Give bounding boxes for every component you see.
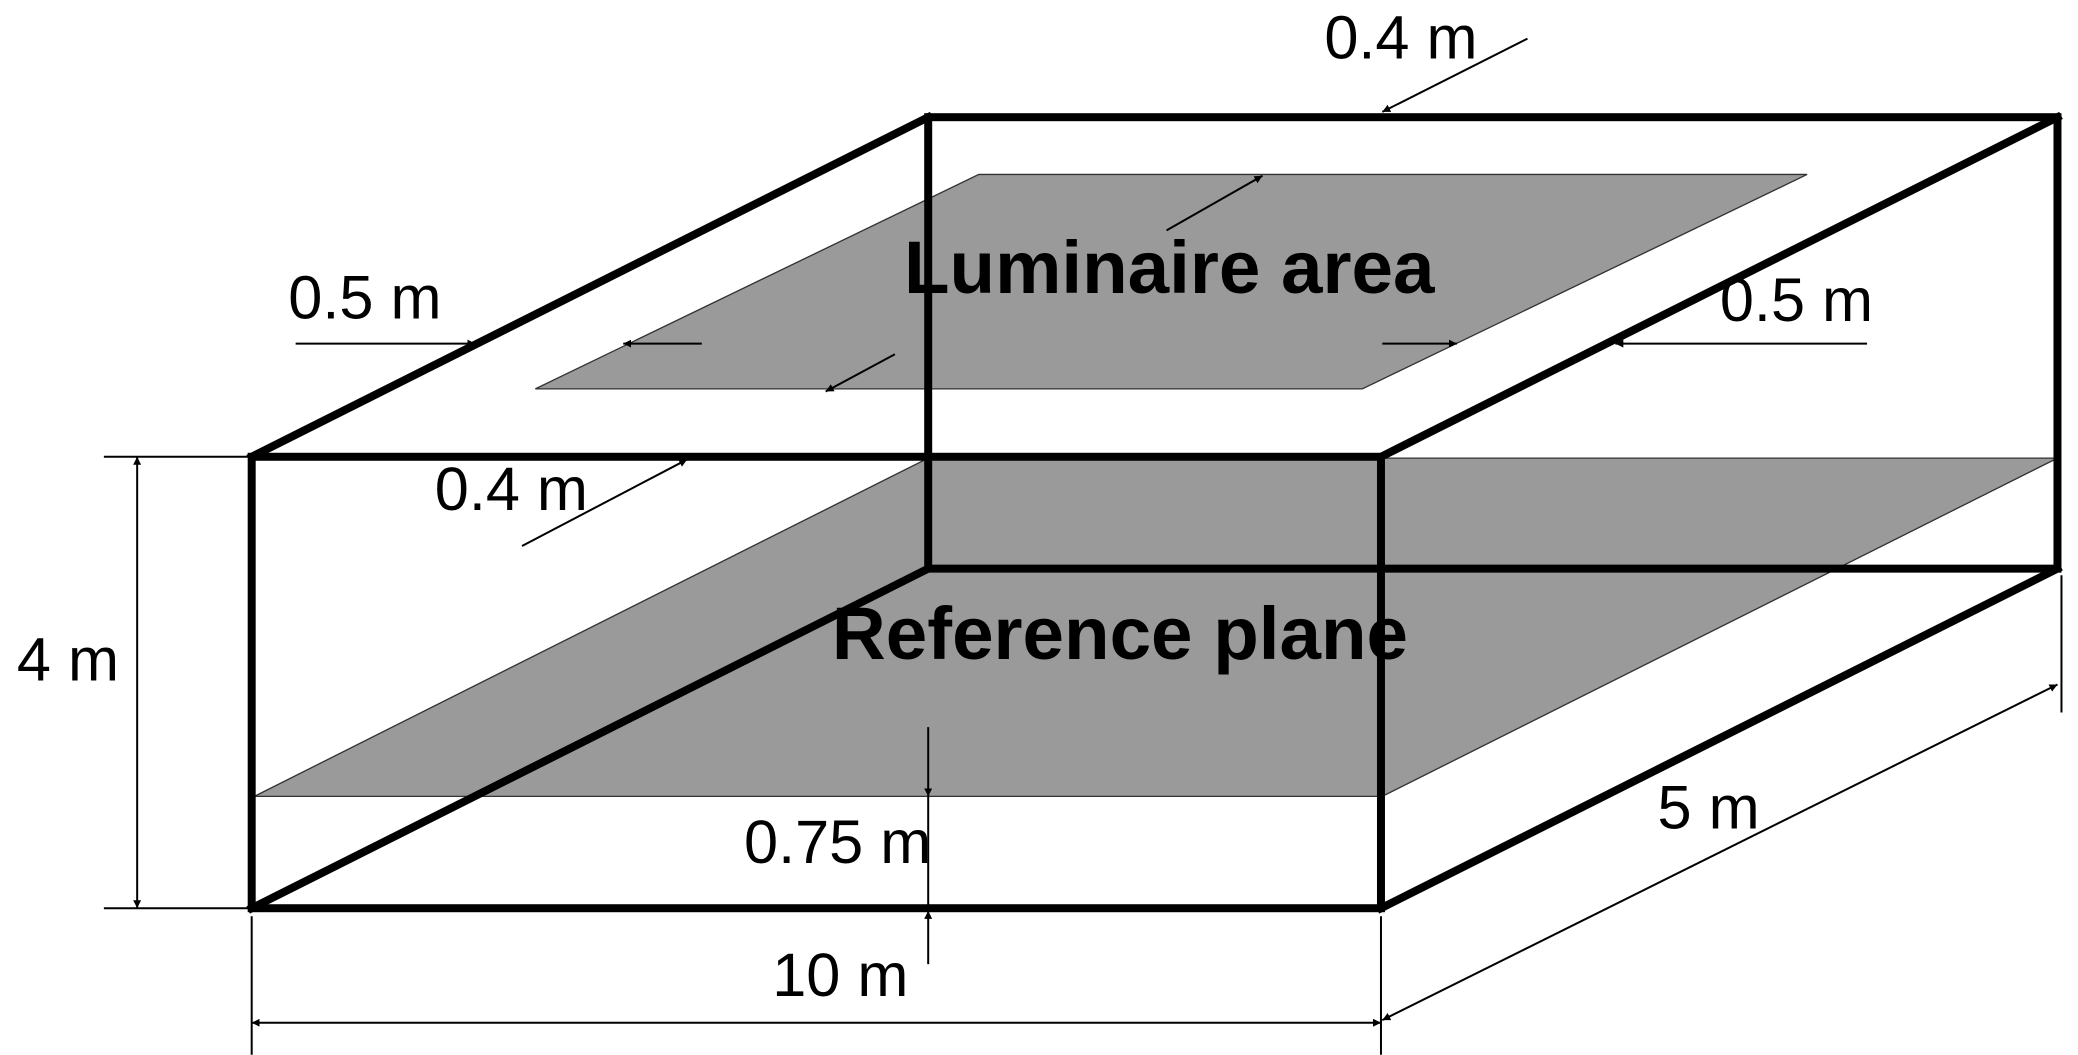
dim-right-offset-label: 0.5 m	[1720, 266, 1873, 334]
dim-left-offset-label: 0.5 m	[288, 263, 441, 331]
luminaire-area	[535, 173, 1808, 390]
dim-length-label: 10 m	[772, 941, 908, 1009]
dim-front-offset-label: 0.4 m	[435, 455, 588, 523]
luminaire-area-label: Luminaire area	[904, 225, 1435, 309]
reference-plane-label: Reference plane	[832, 591, 1408, 675]
dim-depth-label: 5 m	[1658, 773, 1760, 841]
dim-height-label: 4 m	[17, 625, 119, 693]
dimension-lines	[103, 37, 2063, 1055]
dim-plane-height-label: 0.75 m	[744, 808, 931, 876]
dim-top-offset-label: 0.4 m	[1324, 4, 1477, 72]
